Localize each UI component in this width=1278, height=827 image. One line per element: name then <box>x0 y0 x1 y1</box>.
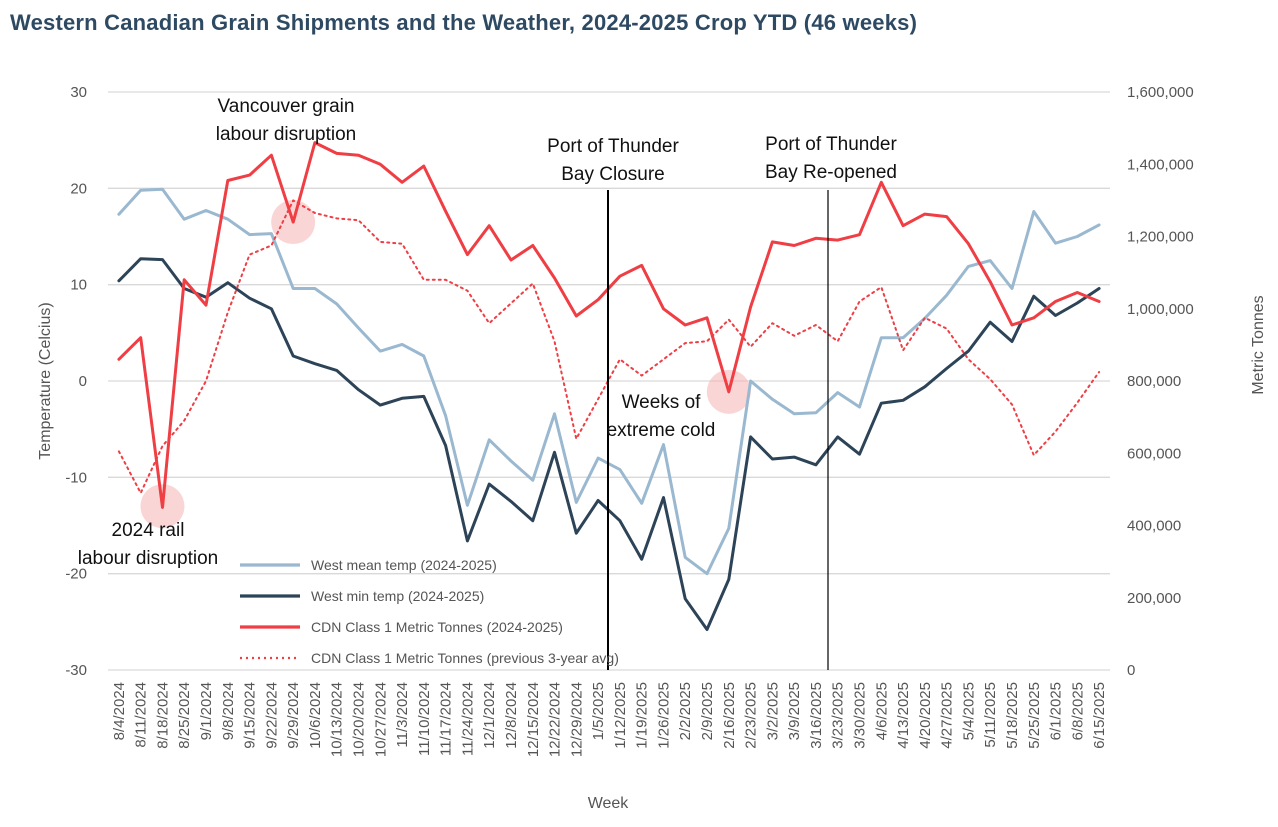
x-tick-label: 9/8/2024 <box>220 682 237 740</box>
y-tick-left: -30 <box>65 662 87 679</box>
x-tick-label: 4/27/2025 <box>939 682 956 749</box>
x-axis-title: Week <box>588 795 630 812</box>
y-tick-right: 800,000 <box>1127 373 1181 390</box>
x-tick-label: 8/25/2024 <box>176 682 193 749</box>
annotation-text: 2024 rail <box>112 520 185 541</box>
y-tick-right: 0 <box>1127 662 1135 679</box>
x-tick-label: 11/10/2024 <box>416 682 433 756</box>
x-tick-label: 4/20/2025 <box>917 682 934 749</box>
x-tick-label: 10/6/2024 <box>307 682 324 749</box>
x-tick-label: 6/1/2025 <box>1048 682 1065 740</box>
y-tick-right: 1,600,000 <box>1127 84 1194 101</box>
annotation-text: Bay Closure <box>561 164 665 185</box>
y-axis-left-title: Temperature (Celcius) <box>37 302 54 459</box>
y-tick-right: 1,200,000 <box>1127 229 1194 246</box>
x-tick-label: 2/9/2025 <box>699 682 716 740</box>
x-tick-label: 2/23/2025 <box>743 682 760 749</box>
x-tick-label: 10/20/2024 <box>351 682 368 757</box>
legend-label: CDN Class 1 Metric Tonnes (2024-2025) <box>311 619 563 635</box>
x-tick-label: 11/17/2024 <box>438 682 455 756</box>
annotation-text: Weeks of <box>622 392 702 413</box>
annotation-text: extreme cold <box>607 420 716 441</box>
x-tick-label: 10/27/2024 <box>372 682 389 757</box>
y-tick-right: 600,000 <box>1127 445 1181 462</box>
x-tick-label: 5/4/2025 <box>960 682 977 740</box>
x-tick-label: 1/26/2025 <box>655 682 672 749</box>
x-tick-label: 8/4/2024 <box>111 682 128 740</box>
x-tick-label: 3/23/2025 <box>830 682 847 749</box>
x-tick-label: 3/16/2025 <box>808 682 825 749</box>
y-tick-left: 0 <box>79 373 87 390</box>
x-tick-label: 9/29/2024 <box>285 682 302 749</box>
legend-label: West mean temp (2024-2025) <box>311 557 497 573</box>
y-tick-right: 400,000 <box>1127 518 1181 535</box>
x-tick-label: 12/22/2024 <box>547 682 564 757</box>
x-tick-label: 4/13/2025 <box>895 682 912 749</box>
annotation-text: Port of Thunder <box>765 134 897 155</box>
x-tick-label: 8/11/2024 <box>133 682 150 748</box>
x-tick-label: 5/11/2025 <box>982 682 999 748</box>
y-tick-right: 200,000 <box>1127 590 1181 607</box>
y-tick-right: 1,400,000 <box>1127 156 1194 173</box>
y-tick-left: 20 <box>70 180 87 197</box>
x-tick-label: 6/8/2025 <box>1069 682 1086 740</box>
annotation-text: labour disruption <box>78 548 218 569</box>
x-tick-label: 5/25/2025 <box>1026 682 1043 749</box>
x-tick-label: 9/15/2024 <box>242 682 259 749</box>
annotation-text: Port of Thunder <box>547 136 679 157</box>
legend-label: West min temp (2024-2025) <box>311 588 484 604</box>
x-tick-label: 11/3/2024 <box>394 682 411 748</box>
chart-title: Western Canadian Grain Shipments and the… <box>10 10 918 35</box>
x-tick-label: 2/16/2025 <box>721 682 738 749</box>
x-tick-label: 3/9/2025 <box>786 682 803 740</box>
y-axis-right-title: Metric Tonnes <box>1250 295 1267 394</box>
x-tick-label: 1/12/2025 <box>612 682 629 749</box>
x-tick-label: 10/13/2024 <box>329 682 346 757</box>
x-tick-label: 12/1/2024 <box>481 682 498 749</box>
x-tick-label: 1/19/2025 <box>634 682 651 749</box>
x-tick-label: 12/29/2024 <box>568 682 585 757</box>
annotation-text: Bay Re-opened <box>765 162 897 183</box>
x-tick-label: 3/2/2025 <box>764 682 781 740</box>
y-tick-left: 10 <box>70 277 87 294</box>
x-tick-label: 12/8/2024 <box>503 682 520 749</box>
x-tick-label: 6/15/2025 <box>1091 682 1108 749</box>
y-tick-left: 30 <box>70 84 87 101</box>
x-tick-label: 9/22/2024 <box>263 682 280 749</box>
x-tick-label: 1/5/2025 <box>590 682 607 740</box>
annotation-text: Vancouver grain <box>218 96 355 117</box>
y-tick-right: 1,000,000 <box>1127 301 1194 318</box>
x-tick-label: 8/18/2024 <box>154 682 171 749</box>
y-tick-left: -20 <box>65 566 87 583</box>
y-tick-left: -10 <box>65 469 87 486</box>
x-tick-label: 2/2/2025 <box>677 682 694 740</box>
x-tick-label: 9/1/2024 <box>198 682 215 740</box>
x-tick-label: 5/18/2025 <box>1004 682 1021 749</box>
legend-label: CDN Class 1 Metric Tonnes (previous 3-ye… <box>311 650 619 666</box>
x-tick-label: 11/24/2024 <box>459 682 476 756</box>
x-tick-label: 12/15/2024 <box>525 682 542 757</box>
x-tick-label: 3/30/2025 <box>852 682 869 749</box>
x-tick-label: 4/6/2025 <box>873 682 890 740</box>
series-line-3 <box>117 199 1101 494</box>
annotation-text: labour disruption <box>216 124 356 145</box>
